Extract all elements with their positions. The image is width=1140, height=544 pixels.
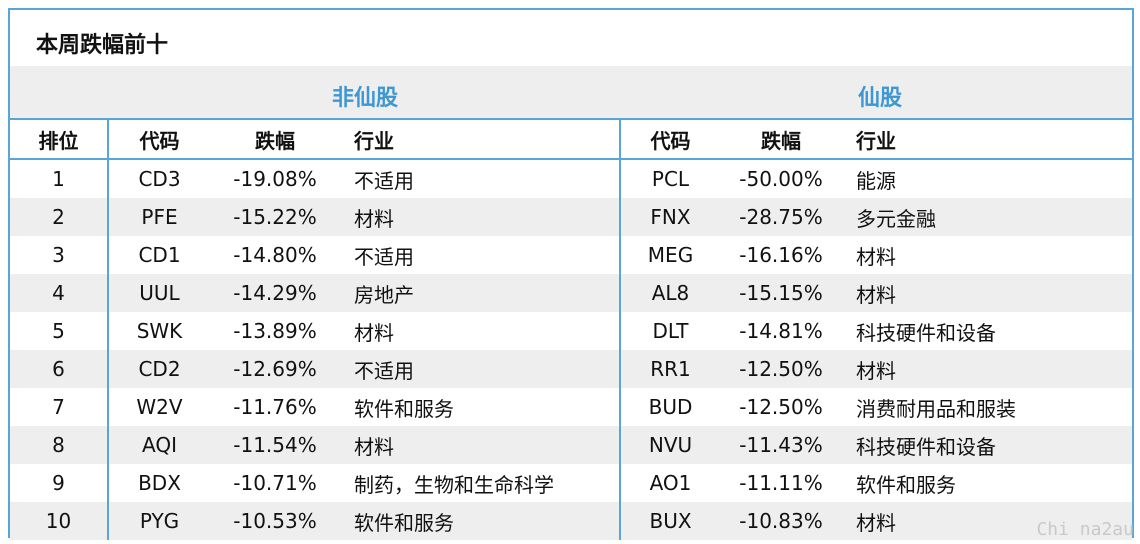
table-row: 4 UUL -14.29% 房地产 AL8 -15.15% 材料 (10, 274, 1132, 312)
industry-cell-non-speculative: 材料 (340, 198, 621, 236)
industry-cell-non-speculative: 软件和服务 (340, 388, 621, 426)
change-cell-non-speculative: -11.54% (210, 426, 340, 464)
industry-cell-non-speculative: 材料 (340, 312, 621, 350)
table-row: 9 BDX -10.71% 制药，生物和生命科学 AO1 -11.11% 软件和服务 (10, 464, 1132, 502)
column-header-row: 排位 代码 跌幅 行业 代码 跌幅 行业 (10, 120, 1132, 160)
industry-cell-speculative: 消费耐用品和服装 (856, 396, 1016, 421)
change-cell-speculative: -11.11% (739, 471, 823, 495)
code-cell-non-speculative: AQI (108, 426, 210, 464)
change-cell-non-speculative: -10.71% (233, 471, 317, 495)
rank-cell: 9 (10, 464, 109, 502)
table-row: 7 W2V -11.76% 软件和服务 BUD -12.50% 消费耐用品和服装 (10, 388, 1132, 426)
industry-cell-speculative: 科技硬件和设备 (842, 426, 1132, 464)
page-title: 本周跌幅前十 (36, 33, 169, 58)
code-cell-non-speculative: CD2 (108, 350, 210, 388)
code-cell-speculative: RR1 (620, 350, 720, 388)
industry-cell-non-speculative: 不适用 (340, 236, 621, 274)
title-bar: 本周跌幅前十 (10, 10, 1132, 66)
code-cell-non-speculative: PFE (108, 198, 210, 236)
industry-cell-non-speculative: 房地产 (340, 274, 621, 312)
rank-cell: 8 (10, 426, 109, 464)
code-cell-speculative: DLT (652, 319, 689, 343)
code-cell-speculative: BUD (648, 395, 693, 419)
change-cell-speculative: -50.00% (739, 167, 823, 191)
industry-cell-non-speculative: 制药，生物和生命科学 (340, 464, 621, 502)
change-cell-speculative: -28.75% (720, 198, 842, 236)
ranking-table: 排位 代码 跌幅 行业 代码 跌幅 行业 1 CD3 -19.08% 不适用 PCL -5… (10, 120, 1132, 540)
change-cell-non-speculative: -12.69% (210, 350, 340, 388)
code-cell-non-speculative: BDX (138, 471, 181, 495)
rank-cell: 4 (10, 274, 109, 312)
change-cell-non-speculative: -19.08% (233, 167, 317, 191)
change-cell-speculative: -14.81% (739, 319, 823, 343)
group-label-non-speculative: 非仙股 (332, 86, 399, 111)
group-label-speculative: 仙股 (858, 86, 903, 111)
code-cell-non-speculative: PYG (108, 502, 210, 540)
code-cell-non-speculative: SWK (136, 319, 183, 343)
table-row: 1 CD3 -19.08% 不适用 PCL -50.00% 能源 (10, 159, 1132, 198)
industry-cell-speculative: 多元金融 (842, 198, 1132, 236)
rank-cell: 1 (10, 159, 109, 198)
change-cell-non-speculative: -14.80% (233, 243, 317, 267)
rank-cell: 3 (10, 236, 109, 274)
rank-cell: 2 (10, 198, 109, 236)
table-row: 3 CD1 -14.80% 不适用 MEG -16.16% 材料 (10, 236, 1132, 274)
change-cell-non-speculative: -13.89% (233, 319, 317, 343)
code-cell-speculative: NVU (620, 426, 720, 464)
header-industry-non-speculative: 行业 (340, 120, 621, 160)
industry-cell-non-speculative: 材料 (340, 426, 621, 464)
industry-cell-speculative: 科技硬件和设备 (856, 320, 996, 345)
industry-cell-speculative: 软件和服务 (856, 472, 956, 497)
header-code-speculative: 代码 (620, 120, 720, 160)
industry-cell-speculative: 材料 (842, 274, 1132, 312)
rank-cell: 6 (10, 350, 109, 388)
change-cell-speculative: -16.16% (739, 243, 823, 267)
code-cell-speculative: PCL (651, 167, 690, 191)
code-cell-speculative: BUX (620, 502, 720, 540)
industry-cell-speculative: 材料 (856, 244, 896, 269)
table-row: 2 PFE -15.22% 材料 FNX -28.75% 多元金融 (10, 198, 1132, 236)
table-row: 5 SWK -13.89% 材料 DLT -14.81% 科技硬件和设备 (10, 312, 1132, 350)
change-cell-speculative: -11.43% (720, 426, 842, 464)
header-change-speculative: 跌幅 (720, 120, 842, 160)
code-cell-speculative: FNX (620, 198, 720, 236)
table-frame: 本周跌幅前十 非仙股 仙股 排位 代码 跌幅 行业 代码 跌幅 行业 1 CD3- (8, 8, 1134, 540)
change-cell-speculative: -12.50% (739, 395, 823, 419)
industry-cell-non-speculative: 软件和服务 (340, 502, 621, 540)
industry-cell-speculative: 能源 (856, 168, 896, 193)
rank-cell: 7 (10, 388, 109, 426)
change-cell-speculative: -10.83% (720, 502, 842, 540)
code-cell-speculative: AO1 (649, 471, 692, 495)
code-cell-non-speculative: CD3 (138, 167, 181, 191)
header-industry-speculative: 行业 (842, 120, 1132, 160)
rank-cell: 10 (10, 502, 109, 540)
change-cell-speculative: -15.15% (720, 274, 842, 312)
header-code-non-speculative: 代码 (108, 120, 210, 160)
header-rank: 排位 (10, 120, 109, 160)
table-row: 8 AQI -11.54% 材料 NVU -11.43% 科技硬件和设备 (10, 426, 1132, 464)
table-row: 10 PYG -10.53% 软件和服务 BUX -10.83% 材料 (10, 502, 1132, 540)
header-change-non-speculative: 跌幅 (210, 120, 340, 160)
code-cell-non-speculative: UUL (108, 274, 210, 312)
code-cell-speculative: AL8 (620, 274, 720, 312)
group-header-bar: 非仙股 仙股 (10, 66, 1132, 120)
industry-cell-speculative: 材料 (842, 350, 1132, 388)
table-row: 6 CD2 -12.69% 不适用 RR1 -12.50% 材料 (10, 350, 1132, 388)
code-cell-non-speculative: CD1 (138, 243, 181, 267)
code-cell-non-speculative: W2V (136, 395, 183, 419)
change-cell-speculative: -12.50% (720, 350, 842, 388)
rank-cell: 5 (10, 312, 109, 350)
industry-cell-speculative: 材料 (842, 502, 1132, 540)
change-cell-non-speculative: -11.76% (233, 395, 317, 419)
industry-cell-non-speculative: 不适用 (340, 159, 621, 198)
code-cell-speculative: MEG (647, 243, 694, 267)
watermark: Chi na2au (1036, 519, 1134, 540)
change-cell-non-speculative: -15.22% (210, 198, 340, 236)
industry-cell-non-speculative: 不适用 (340, 350, 621, 388)
change-cell-non-speculative: -14.29% (210, 274, 340, 312)
change-cell-non-speculative: -10.53% (210, 502, 340, 540)
